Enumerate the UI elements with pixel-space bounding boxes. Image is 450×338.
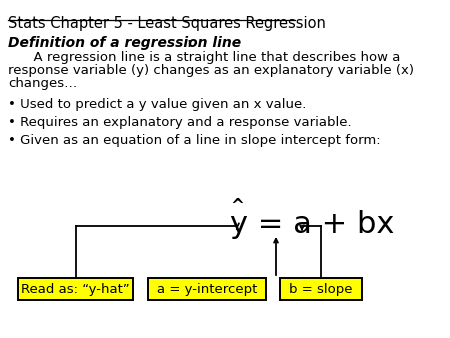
Text: a = y-intercept: a = y-intercept [157,283,257,295]
Text: y = a + bx: y = a + bx [230,210,394,239]
Text: Stats Chapter 5 - Least Squares Regression: Stats Chapter 5 - Least Squares Regressi… [8,16,326,31]
Bar [18,278,133,300]
Bar [148,278,266,300]
Text: changes…: changes… [8,77,77,90]
Text: • Used to predict a y value given an x value.: • Used to predict a y value given an x v… [8,98,306,111]
Bar [280,278,362,300]
Text: • Given as an equation of a line in slope intercept form:: • Given as an equation of a line in slop… [8,134,381,147]
Text: • Requires an explanatory and a response variable.: • Requires an explanatory and a response… [8,116,351,129]
Text: Definition of a regression line: Definition of a regression line [8,36,241,50]
Text: Read as: “y-hat”: Read as: “y-hat” [21,283,130,295]
Text: response variable (y) changes as an explanatory variable (x): response variable (y) changes as an expl… [8,64,414,77]
Text: :: : [186,36,191,50]
Text: A regression line is a straight line that describes how a: A regression line is a straight line tha… [8,51,400,64]
Text: b = slope: b = slope [289,283,353,295]
Text: ^: ^ [230,197,244,215]
